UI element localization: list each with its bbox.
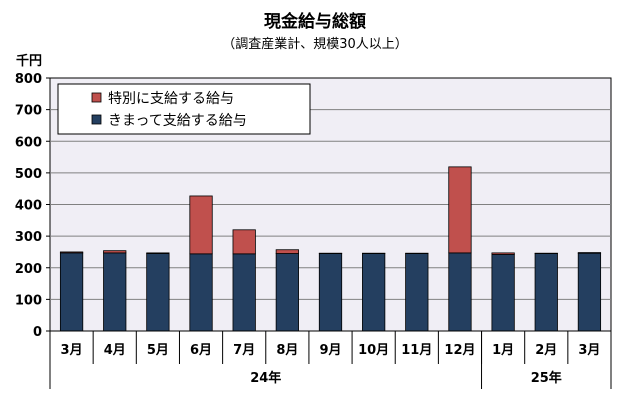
y-tick-label: 800	[15, 72, 42, 87]
x-category-label: 9月	[319, 343, 341, 358]
legend-label: 特別に支給する給与	[108, 91, 234, 107]
legend-swatch	[91, 114, 102, 125]
y-tick-label: 200	[15, 262, 42, 277]
x-category-label: 7月	[233, 343, 255, 358]
bar-special-pay	[232, 229, 256, 255]
bar-special-pay	[59, 251, 84, 254]
y-tick-label: 700	[15, 104, 42, 119]
y-tick-label: 600	[15, 135, 42, 150]
bar-regular-pay	[275, 253, 299, 332]
y-tick-label: 400	[15, 199, 42, 214]
bar-regular-pay	[189, 253, 213, 332]
x-category-label: 12月	[444, 343, 475, 358]
chart-title: 現金給与総額	[264, 12, 366, 32]
bar-regular-pay	[103, 252, 127, 332]
x-category-label: 5月	[147, 343, 169, 358]
chart-subtitle: （調査産業計、規模30人以上）	[222, 37, 408, 52]
legend-box	[57, 83, 311, 135]
bar-regular-pay	[491, 254, 515, 332]
bar-special-pay	[189, 195, 213, 255]
y-axis-unit: 千円	[16, 54, 43, 69]
bar-regular-pay	[146, 253, 170, 332]
bar-regular-pay	[362, 253, 386, 332]
y-tick-label: 100	[15, 293, 42, 308]
x-category-label: 6月	[190, 343, 212, 358]
bar-special-pay	[275, 249, 299, 254]
bar-regular-pay	[59, 252, 84, 332]
bar-special-pay	[103, 250, 127, 254]
bar-special-pay	[491, 252, 515, 255]
bar-regular-pay	[232, 253, 256, 332]
x-category-label: 8月	[276, 343, 298, 358]
x-category-label: 10月	[358, 343, 389, 358]
bar-special-pay	[577, 252, 602, 254]
bar-regular-pay	[577, 252, 602, 332]
bar-regular-pay	[318, 253, 343, 332]
x-category-label: 4月	[104, 343, 126, 358]
x-group-label: 25年	[531, 370, 562, 386]
x-group-label: 24年	[250, 370, 281, 386]
x-category-label: 1月	[492, 343, 514, 358]
legend-label: きまって支給する給与	[108, 113, 247, 129]
x-category-label: 2月	[535, 343, 557, 358]
x-category-label: 3月	[61, 343, 83, 358]
legend-swatch	[91, 92, 102, 103]
x-category-label: 11月	[401, 343, 432, 358]
y-tick-label: 300	[15, 230, 42, 245]
y-tick-label: 500	[15, 167, 42, 182]
bar-regular-pay	[448, 252, 472, 332]
x-category-label: 3月	[578, 343, 600, 358]
bar-regular-pay	[405, 253, 429, 332]
bar-regular-pay	[534, 253, 558, 332]
bar-special-pay	[448, 166, 472, 254]
y-tick-label: 0	[33, 325, 42, 340]
bar-special-pay	[146, 252, 170, 254]
